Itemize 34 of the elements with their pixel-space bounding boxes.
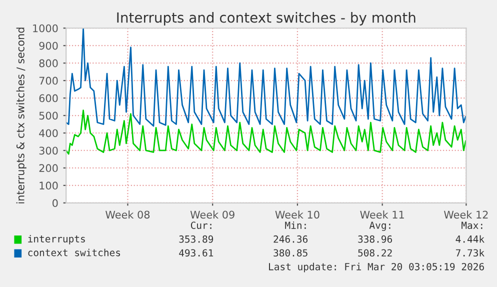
text: Last update: Fri Mar 20 03:05:19 2026	[269, 262, 484, 272]
y-tick-label: 0	[52, 199, 58, 208]
text: 380.85	[274, 249, 308, 257]
y-tick-label: 500	[39, 112, 58, 120]
x-tick-label: Week 09	[190, 210, 234, 219]
text: Avg:	[369, 222, 390, 231]
legend-label: interrupts	[28, 234, 85, 244]
y-tick-label: 1000	[33, 24, 58, 32]
y-tick-label: 400	[39, 129, 58, 138]
text: 338.96	[358, 235, 392, 243]
legend-label: context switches	[28, 248, 120, 256]
text: Max:	[462, 222, 482, 230]
y-tick-label: 200	[39, 164, 58, 172]
y-axis-title: interrupts & ctx switches / second	[16, 28, 26, 204]
x-tick-label: Week 10	[275, 210, 320, 219]
text: 508.22	[358, 249, 392, 257]
x-tick-label: Week 08	[106, 210, 150, 219]
text: Cur:	[190, 222, 212, 230]
y-tick-label: 100	[40, 182, 58, 190]
text: 353.89	[179, 235, 214, 243]
y-tick-label: 800	[39, 59, 58, 68]
x-tick-label: Week 12	[444, 210, 488, 219]
text: 493.61	[179, 249, 214, 257]
text: 7.73k	[456, 249, 484, 257]
y-tick-label: 700	[39, 76, 58, 85]
y-tick-label: 600	[39, 94, 58, 102]
text: 246.36	[274, 235, 308, 243]
chart-title: Interrupts and context switches - by month	[117, 12, 416, 26]
y-tick-label: 900	[39, 42, 58, 50]
text: Min:	[285, 221, 306, 229]
text: 4.44k	[456, 235, 484, 243]
x-tick-label: Week 11	[360, 210, 404, 219]
y-tick-label: 300	[39, 146, 58, 155]
line-series	[66, 110, 466, 155]
